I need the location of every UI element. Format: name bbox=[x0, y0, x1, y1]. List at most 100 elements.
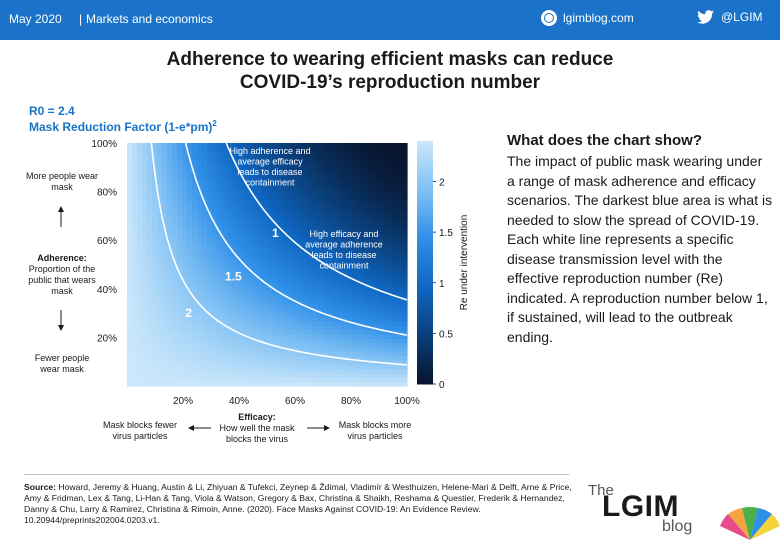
heatmap-cell bbox=[247, 264, 253, 270]
heatmap-cell bbox=[367, 342, 373, 348]
colorbar-segment bbox=[417, 327, 433, 330]
heatmap-cell bbox=[172, 182, 178, 187]
colorbar-segment bbox=[417, 377, 433, 381]
heatmap-cell bbox=[137, 377, 143, 383]
heatmap-cell bbox=[312, 177, 318, 183]
heatmap-cell bbox=[147, 156, 153, 161]
heatmap-cell bbox=[367, 364, 373, 370]
heatmap-cell bbox=[212, 346, 218, 352]
heatmap-cell bbox=[392, 186, 398, 192]
heatmap-cell bbox=[142, 294, 148, 300]
heatmap-cell bbox=[207, 316, 213, 322]
heatmap-cell bbox=[177, 325, 183, 331]
heatmap-cell bbox=[207, 216, 213, 222]
heatmap-cell bbox=[332, 164, 338, 170]
colorbar-segment bbox=[417, 244, 433, 247]
heatmap-cell bbox=[327, 286, 333, 292]
heatmap-cell bbox=[272, 260, 278, 266]
heatmap-cell bbox=[322, 216, 328, 222]
site-link[interactable]: lgimblog.com bbox=[541, 10, 634, 26]
heatmap-cell bbox=[252, 229, 258, 235]
heatmap-cell bbox=[312, 364, 318, 370]
heatmap-cell bbox=[222, 212, 228, 218]
heatmap-cell bbox=[137, 143, 143, 148]
heatmap-cell bbox=[242, 294, 248, 300]
heatmap-cell bbox=[232, 216, 238, 222]
heatmap-cell bbox=[392, 268, 398, 274]
heatmap-cell bbox=[322, 329, 328, 335]
heatmap-cell bbox=[397, 216, 403, 222]
heatmap-cell bbox=[182, 277, 188, 283]
heatmap-cell bbox=[332, 299, 338, 305]
heatmap-cell bbox=[297, 255, 303, 261]
heatmap-cell bbox=[147, 195, 153, 201]
heatmap-cell bbox=[327, 372, 333, 378]
heatmap-cell bbox=[192, 216, 198, 222]
heatmap-cell bbox=[222, 173, 228, 179]
heatmap-cell bbox=[382, 342, 388, 348]
heatmap-cell bbox=[262, 381, 268, 387]
heatmap-cell bbox=[152, 281, 158, 287]
heatmap-cell bbox=[292, 294, 298, 300]
heatmap-cell bbox=[292, 260, 298, 266]
heatmap-cell bbox=[252, 312, 258, 318]
heatmap-cell bbox=[392, 364, 398, 370]
heatmap-cell bbox=[197, 164, 203, 170]
colorbar-segment bbox=[417, 357, 433, 361]
heatmap-cell bbox=[282, 320, 288, 326]
heatmap-cell bbox=[182, 364, 188, 370]
heatmap-cell bbox=[397, 286, 403, 292]
heatmap-cell bbox=[207, 346, 213, 352]
heatmap-cell bbox=[132, 312, 138, 318]
heatmap-cell bbox=[372, 307, 378, 313]
heatmap-cell bbox=[247, 251, 253, 257]
heatmap-cell bbox=[162, 216, 168, 222]
heatmap-cell bbox=[142, 320, 148, 326]
heatmap-cell bbox=[142, 216, 148, 222]
heatmap-cell bbox=[142, 346, 148, 352]
heatmap-cell bbox=[157, 329, 163, 335]
heatmap-cell bbox=[202, 333, 208, 339]
heatmap-cell bbox=[267, 281, 273, 287]
heatmap-cell bbox=[192, 273, 198, 279]
heatmap-cell bbox=[142, 143, 148, 148]
heatmap-cell bbox=[207, 221, 213, 227]
heatmap-cell bbox=[182, 351, 188, 357]
heatmap-cell bbox=[282, 199, 288, 205]
heatmap-cell bbox=[312, 199, 318, 205]
twitter-link[interactable]: @LGIM bbox=[697, 10, 763, 24]
heatmap-cell bbox=[177, 372, 183, 378]
heatmap-cell bbox=[207, 355, 213, 361]
heatmap-cell bbox=[232, 221, 238, 227]
heatmap-cell bbox=[267, 286, 273, 292]
heatmap-cell bbox=[177, 173, 183, 179]
heatmap-cell bbox=[167, 151, 173, 157]
heatmap-cell bbox=[382, 203, 388, 209]
heatmap-cell bbox=[332, 364, 338, 370]
heatmap-cell bbox=[317, 286, 323, 292]
heatmap-cell bbox=[392, 173, 398, 179]
header-section[interactable]: Markets and economics bbox=[86, 12, 213, 26]
heatmap-cell bbox=[342, 190, 348, 196]
heatmap-cell bbox=[132, 177, 138, 183]
heatmap-cell bbox=[342, 151, 348, 157]
heatmap-cell bbox=[332, 143, 338, 148]
heatmap-cell bbox=[317, 372, 323, 378]
heatmap-cell bbox=[302, 255, 308, 261]
heatmap-cell bbox=[262, 234, 268, 240]
heatmap-cell bbox=[217, 368, 223, 374]
adherence-title-bold: Adherence: bbox=[37, 253, 87, 263]
heatmap-cell bbox=[132, 286, 138, 292]
heatmap-cell bbox=[192, 160, 198, 166]
r0-label: R0 = 2.4 bbox=[29, 104, 75, 118]
heatmap-cell bbox=[337, 160, 343, 166]
heatmap-cell bbox=[192, 320, 198, 326]
heatmap-cell bbox=[187, 229, 193, 235]
heatmap-cell bbox=[262, 169, 268, 174]
heatmap-cell bbox=[337, 268, 343, 274]
heatmap-cell bbox=[202, 216, 208, 222]
heatmap-cell bbox=[237, 355, 243, 361]
heatmap-cell bbox=[177, 329, 183, 335]
heatmap-cell bbox=[202, 195, 208, 201]
heatmap-cell bbox=[212, 281, 218, 287]
